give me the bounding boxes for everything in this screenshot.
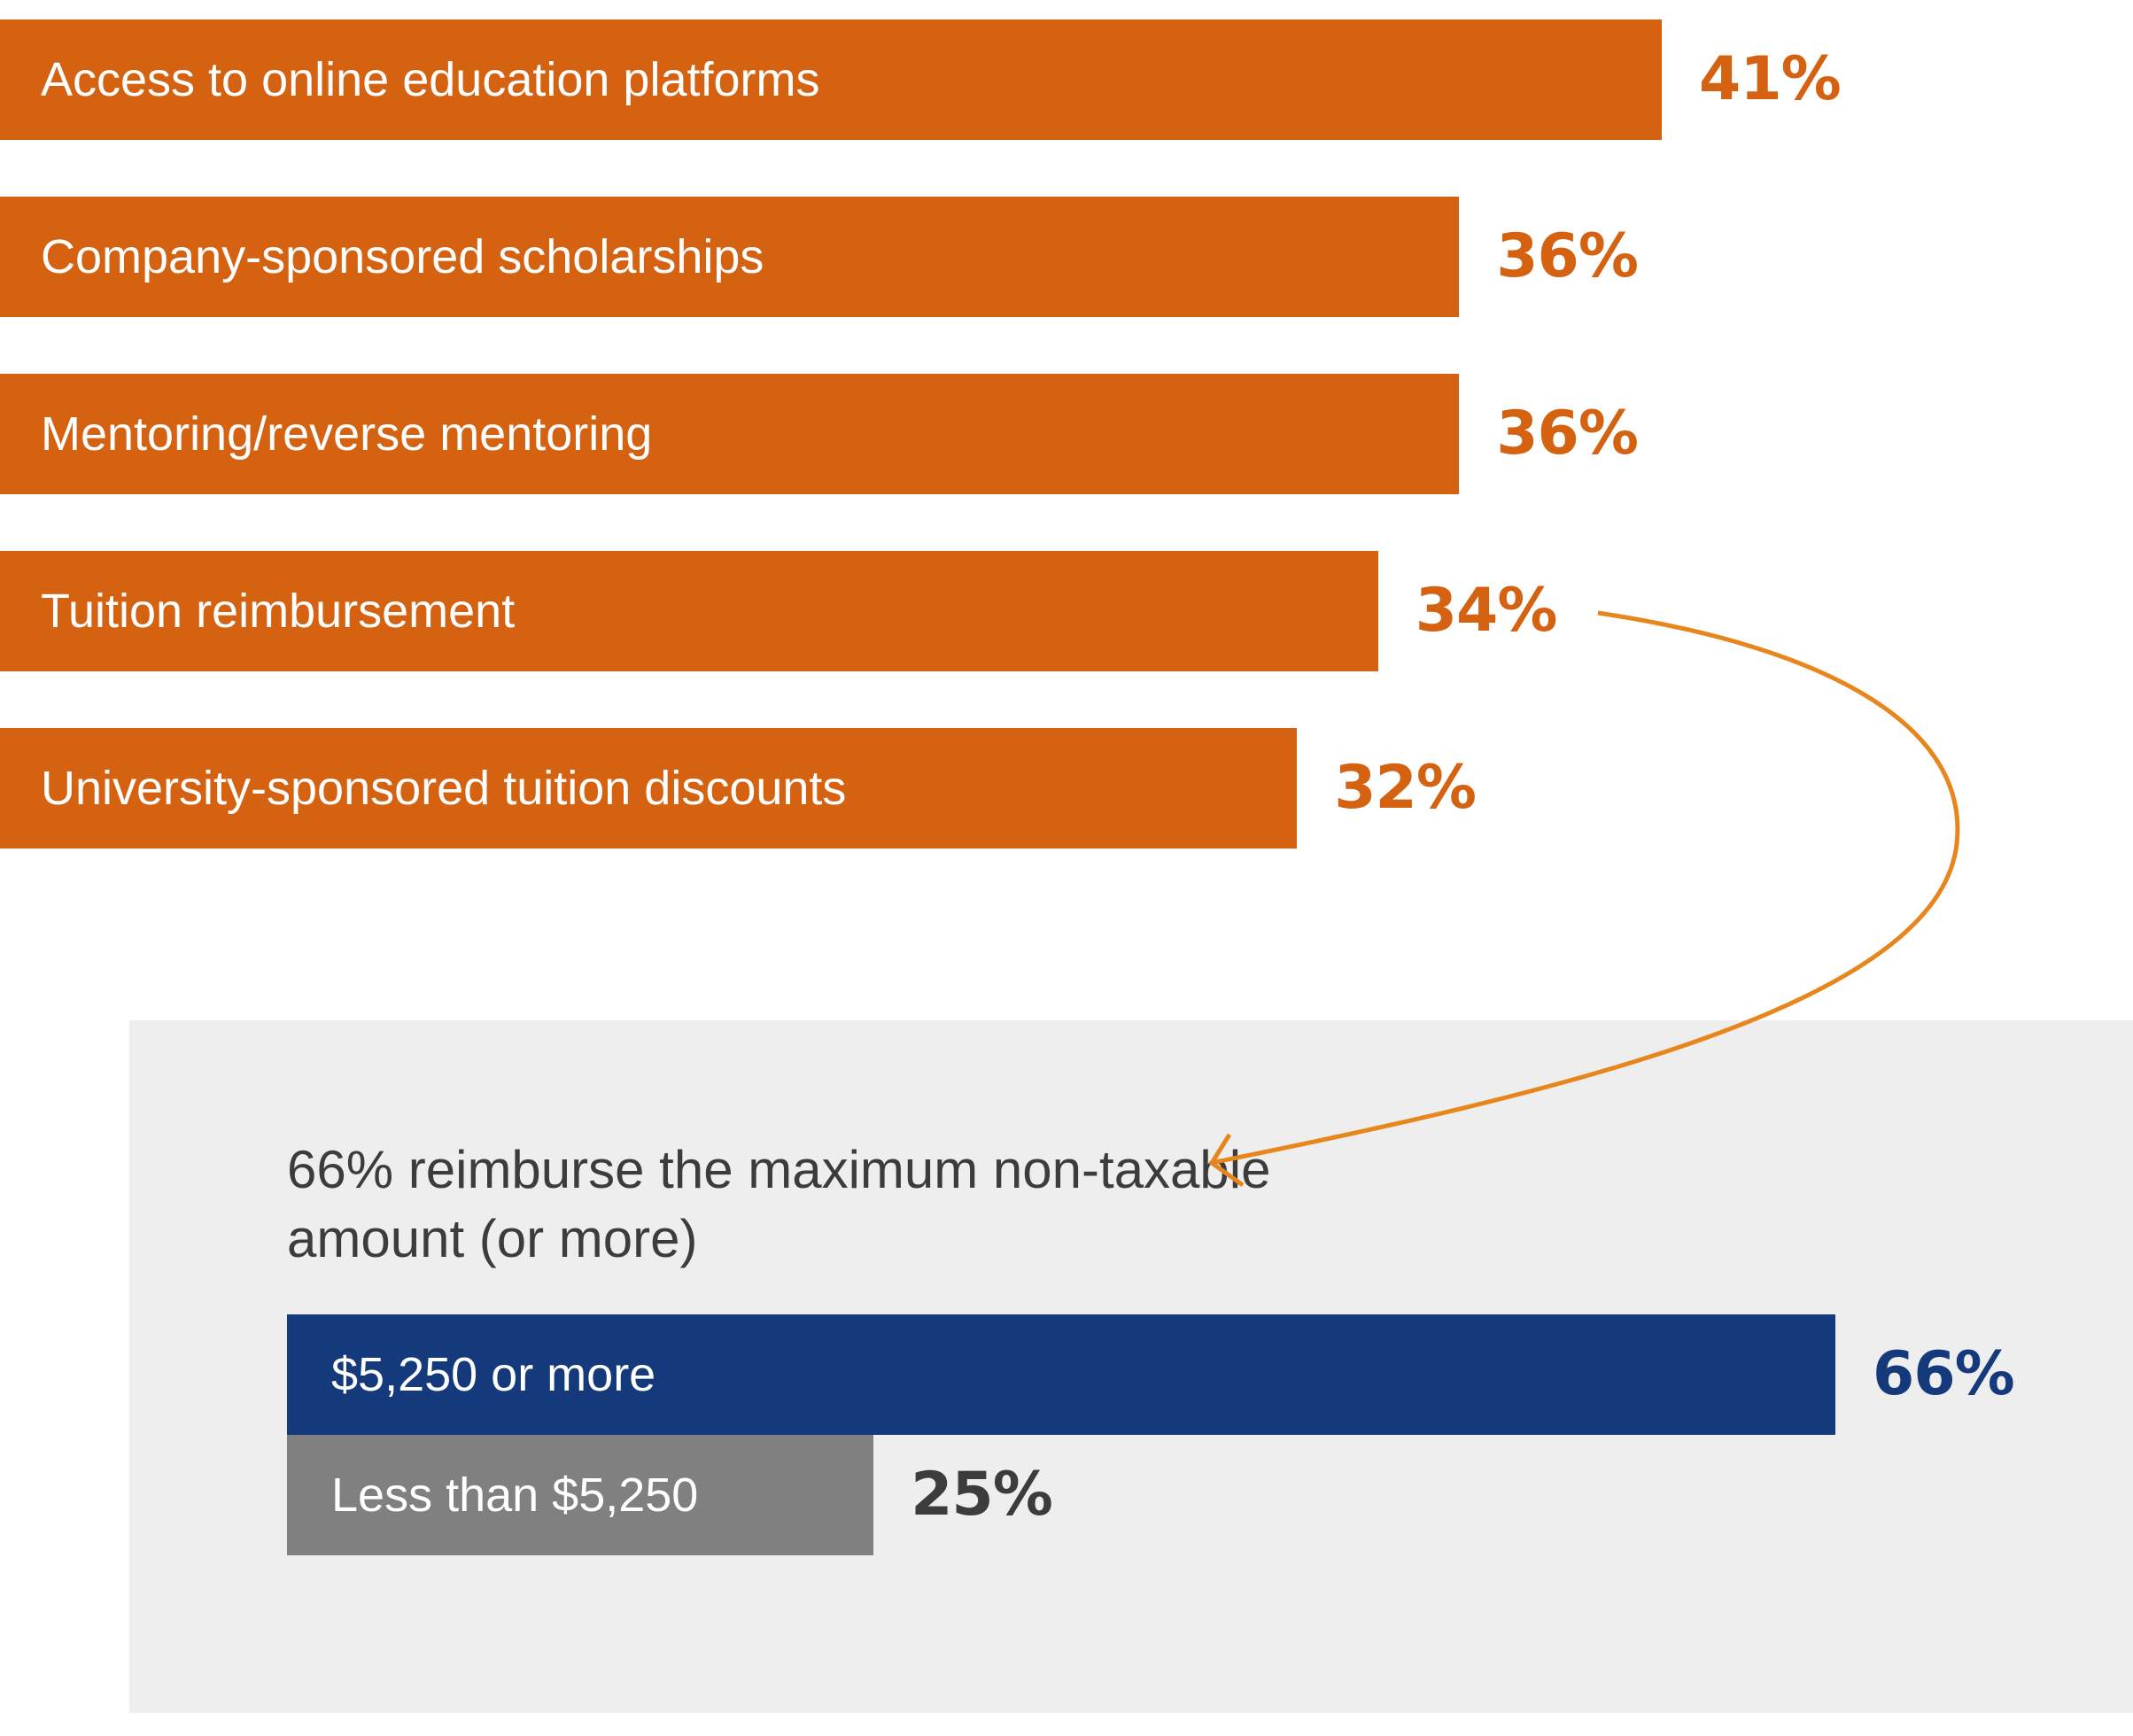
arrow-head [1208,1133,1245,1188]
bar-category-label: Mentoring/reverse mentoring [41,407,653,461]
bar-value-label: 41% [1699,44,1842,114]
bar [0,197,1460,317]
bar-value-label: 36% [1496,399,1639,469]
bar [287,1314,1835,1435]
bar-value-label: 66% [1873,1339,2015,1409]
bar [287,1435,874,1555]
bar [0,728,1298,849]
arrow-curve [1214,610,1960,1165]
bar-value-label: 25% [911,1460,1053,1530]
bar-category-label: Tuition reimbursement [41,585,516,638]
bar-category-label: Less than $5,250 [331,1469,699,1522]
bar-category-label: University-sponsored tuition discounts [41,762,847,815]
bar-value-label: 36% [1496,221,1639,291]
reimbursement-title: 66% reimburse the maximum non-taxable am… [287,1140,1271,1268]
bar-category-label: $5,250 or more [331,1348,656,1401]
bar-category-label: Company-sponsored scholarships [41,230,764,283]
bar-value-label: 34% [1415,576,1558,646]
bar [0,19,1662,140]
bar [0,374,1460,494]
bar [0,551,1378,671]
bar-value-label: 32% [1334,753,1477,823]
bar-category-label: Access to online education platforms [41,53,820,106]
